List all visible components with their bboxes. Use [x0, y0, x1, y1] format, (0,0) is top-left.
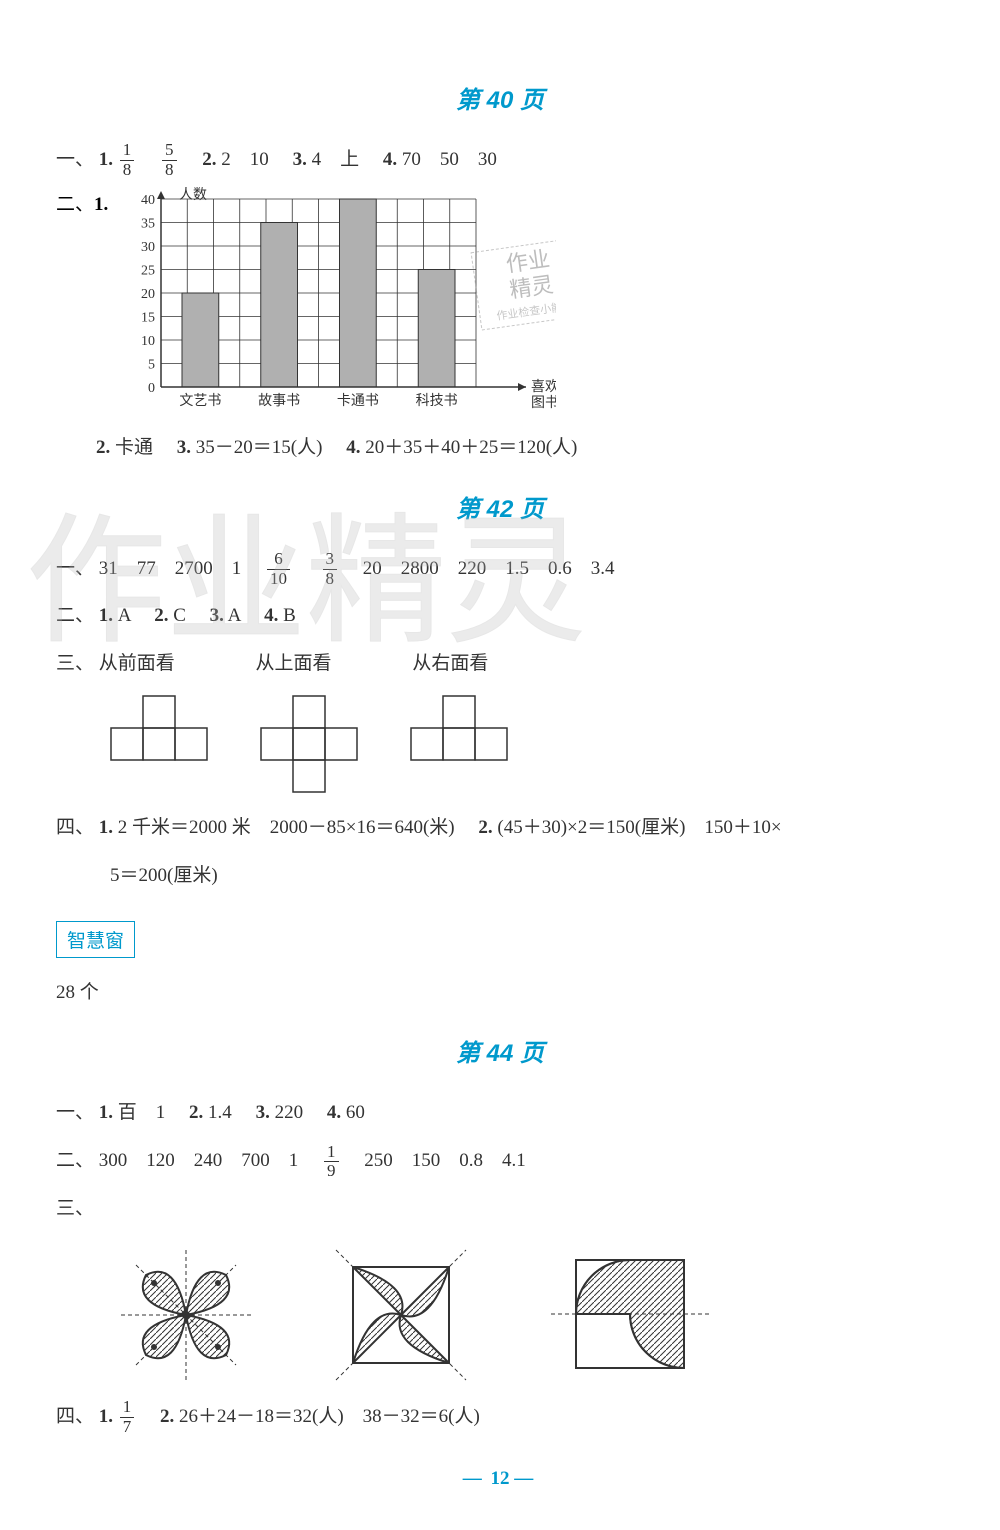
p42-q2: 二、 1. A 2. C 3. A 4. B [56, 595, 944, 637]
prefix: 一、 [56, 558, 94, 579]
p40-q1-line: 一、 1. 18 58 2. 2 10 3. 4 上 4. 70 50 30 [56, 139, 944, 181]
p40-q2-answers: 2. 卡通 3. 35－20＝15(人) 4. 20＋35＋40＋25＝120(… [96, 427, 944, 469]
svg-text:40: 40 [141, 193, 155, 208]
prefix: 一、 [56, 149, 94, 170]
answer: 20＋35＋40＋25＝120(人) [365, 437, 577, 458]
prefix: 一、 [56, 1102, 94, 1123]
svg-text:0: 0 [148, 381, 155, 396]
section-title-40: 第 40 页 [56, 80, 944, 115]
answer: 20 2800 220 1.5 0.6 3.4 [344, 558, 615, 579]
prefix: 二、 [56, 605, 94, 626]
fraction: 17 [120, 1398, 135, 1436]
answer: 31 77 2700 1 [99, 558, 261, 579]
p44-q4: 四、 1. 17 2. 26＋24－18＝32(人) 38－32＝6(人) [56, 1396, 944, 1438]
p42-q4-cont: 5＝200(厘米) [110, 855, 944, 897]
label: 2. [202, 149, 216, 170]
answer: 70 50 30 [402, 149, 497, 170]
p44-q2: 二、 300 120 240 700 1 19 250 150 0.8 4.1 [56, 1140, 944, 1182]
answer: 2 10 [221, 149, 269, 170]
p42-q1: 一、 31 77 2700 1 610 38 20 2800 220 1.5 0… [56, 548, 944, 590]
prefix: 四、 [56, 817, 94, 838]
fraction: 38 [323, 550, 338, 588]
p44-q1: 一、 1. 百 1 2. 1.4 3. 220 4. 60 [56, 1092, 944, 1134]
svg-text:科技书: 科技书 [416, 393, 458, 409]
symmetry-shape-1 [116, 1245, 256, 1385]
prefix: 三、 [56, 1198, 94, 1219]
fraction: 18 [120, 141, 135, 179]
prefix: 二、1. [56, 187, 108, 216]
symmetry-shape-2 [326, 1240, 476, 1390]
wisdom-box: 智慧窗 [56, 921, 135, 958]
fraction: 58 [162, 141, 177, 179]
prefix: 四、 [56, 1406, 94, 1427]
label: 2. [96, 437, 110, 458]
label: 1. [99, 149, 113, 170]
wisdom-answer: 28 个 [56, 972, 944, 1014]
svg-text:15: 15 [141, 310, 155, 325]
svg-text:20: 20 [141, 287, 155, 302]
svg-text:作业检查小能手: 作业检查小能手 [496, 298, 556, 323]
page-number: — 12 — [56, 1468, 944, 1490]
top-view-shape [256, 691, 366, 801]
svg-text:图书: 图书 [531, 395, 556, 411]
svg-text:35: 35 [141, 216, 155, 231]
answer: 卡通 [115, 437, 153, 458]
svg-text:25: 25 [141, 263, 155, 278]
bar-chart: 0510152025303540文艺书故事书卡通书科技书人数喜欢的图书作业精灵作… [116, 187, 556, 417]
right-view-shape [406, 691, 516, 771]
view-shapes [106, 691, 944, 801]
fraction: 610 [267, 550, 290, 588]
svg-text:人数: 人数 [179, 187, 207, 203]
p42-q4: 四、 1. 2 千米＝2000 米 2000－85×16＝640(米) 2. (… [56, 807, 944, 849]
answer: 4 上 [312, 149, 360, 170]
prefix: 二、 [56, 1150, 94, 1171]
fraction: 19 [324, 1143, 339, 1181]
svg-text:文艺书: 文艺书 [180, 393, 222, 409]
p42-q3-labels: 三、 从前面看 从上面看 从右面看 [56, 643, 944, 685]
p44-q3-prefix: 三、 [56, 1188, 944, 1230]
svg-text:精灵: 精灵 [508, 272, 555, 303]
label: 4. [383, 149, 397, 170]
svg-text:卡通书: 卡通书 [337, 393, 379, 409]
symmetry-shape-3 [546, 1250, 716, 1380]
section-title-42: 第 42 页 [56, 489, 944, 524]
svg-text:故事书: 故事书 [258, 393, 300, 409]
svg-text:10: 10 [141, 334, 155, 349]
svg-text:喜欢的: 喜欢的 [531, 379, 556, 395]
answer: 35－20＝15(人) [196, 437, 323, 458]
front-view-shape [106, 691, 216, 771]
svg-text:5: 5 [148, 357, 155, 372]
prefix: 三、 [56, 653, 94, 674]
section-title-44: 第 44 页 [56, 1033, 944, 1068]
symmetry-shapes [116, 1240, 944, 1390]
p40-q2-chart-row: 二、1. 0 5 10 15 20 25 30 35 40 文艺书 故事书 卡通书 科技书 人数喜欢的图书… [56, 187, 944, 417]
label: 4. [346, 437, 360, 458]
svg-text:30: 30 [141, 240, 155, 255]
label: 3. [177, 437, 191, 458]
label: 3. [293, 149, 307, 170]
